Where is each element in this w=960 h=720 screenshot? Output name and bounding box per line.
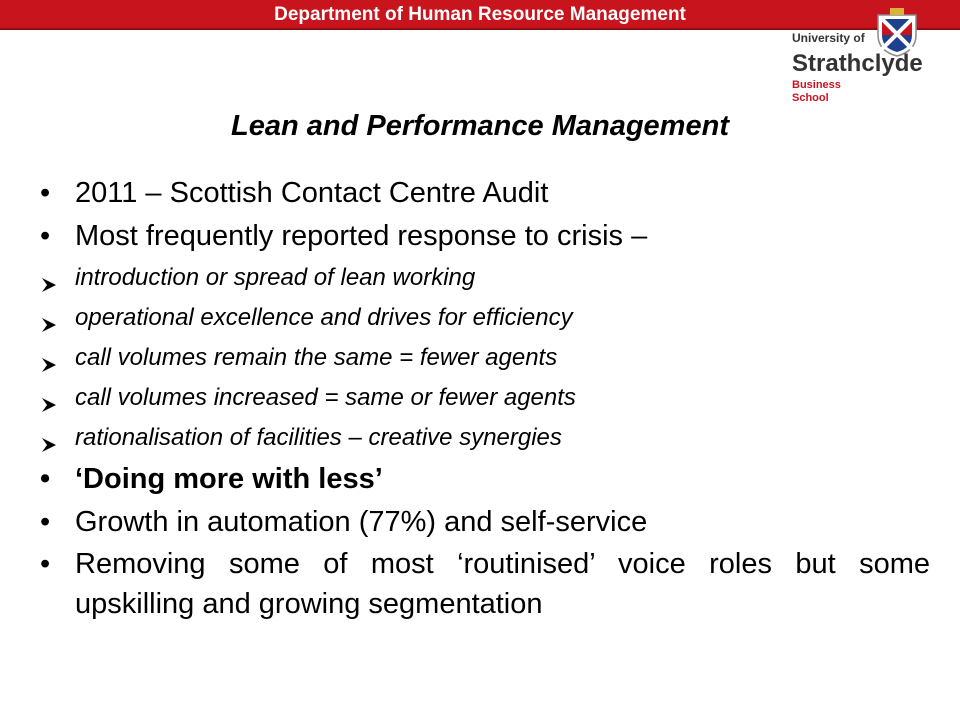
bullet-item: • Removing some of most ‘routinised’ voic… xyxy=(40,544,930,624)
logo-line-3: Business xyxy=(792,79,841,91)
sub-bullet-item: introduction or spread of lean working xyxy=(40,258,930,298)
sub-bullet-item: call volumes increased = same or fewer a… xyxy=(40,378,930,418)
bullet-item: • ‘Doing more with less’ xyxy=(40,458,930,501)
arrow-bullet-icon xyxy=(40,427,58,467)
bullet-text: Most frequently reported response to cri… xyxy=(75,220,648,252)
department-name: Department of Human Resource Management xyxy=(274,4,686,25)
arrow-bullet-icon xyxy=(40,387,58,427)
arrow-bullet-icon xyxy=(40,267,58,307)
sub-bullet-item: call volumes remain the same = fewer age… xyxy=(40,338,930,378)
sub-bullet-text: call volumes remain the same = fewer age… xyxy=(75,344,558,371)
bullet-text: ‘Doing more with less’ xyxy=(75,463,383,495)
bullet-text: Removing some of most ‘routinised’ voice… xyxy=(75,548,930,620)
sub-bullet-text: operational excellence and drives for ef… xyxy=(75,304,573,331)
bullet-text: 2011 – Scottish Contact Centre Audit xyxy=(75,177,549,209)
arrow-bullet-icon xyxy=(40,307,58,347)
sub-bullet-item: rationalisation of facilities – creative… xyxy=(40,418,930,458)
bullet-item: • Most frequently reported response to cr… xyxy=(40,215,930,258)
bullet-dot-icon: • xyxy=(40,177,51,209)
logo-line-1: University of xyxy=(792,31,866,45)
slide-title: Lean and Performance Management xyxy=(231,110,729,142)
bullet-dot-icon: • xyxy=(40,220,51,252)
logo-line-4: School xyxy=(792,92,829,104)
sub-bullet-text: rationalisation of facilities – creative… xyxy=(75,424,562,451)
strathclyde-logo: University of Strathclyde Business Schoo… xyxy=(792,8,923,104)
header-bar: Department of Human Resource Management xyxy=(0,0,960,30)
bullet-dot-icon: • xyxy=(40,548,51,580)
sub-bullet-item: operational excellence and drives for ef… xyxy=(40,298,930,338)
crest-icon xyxy=(877,8,917,57)
bullet-text: Growth in automation (77%) and self-serv… xyxy=(75,506,648,538)
arrow-bullet-icon xyxy=(40,347,58,387)
logo-line-2: Strathclyde xyxy=(792,50,923,77)
bullet-item: • 2011 – Scottish Contact Centre Audit xyxy=(40,172,930,215)
sub-bullet-text: call volumes increased = same or fewer a… xyxy=(75,384,576,411)
bullet-dot-icon: • xyxy=(40,506,51,538)
bullet-list: • 2011 – Scottish Contact Centre Audit • M… xyxy=(40,172,930,624)
bullet-dot-icon: • xyxy=(40,463,51,495)
bullet-item: • Growth in automation (77%) and self-ser… xyxy=(40,501,930,544)
sub-bullet-text: introduction or spread of lean working xyxy=(75,264,476,291)
